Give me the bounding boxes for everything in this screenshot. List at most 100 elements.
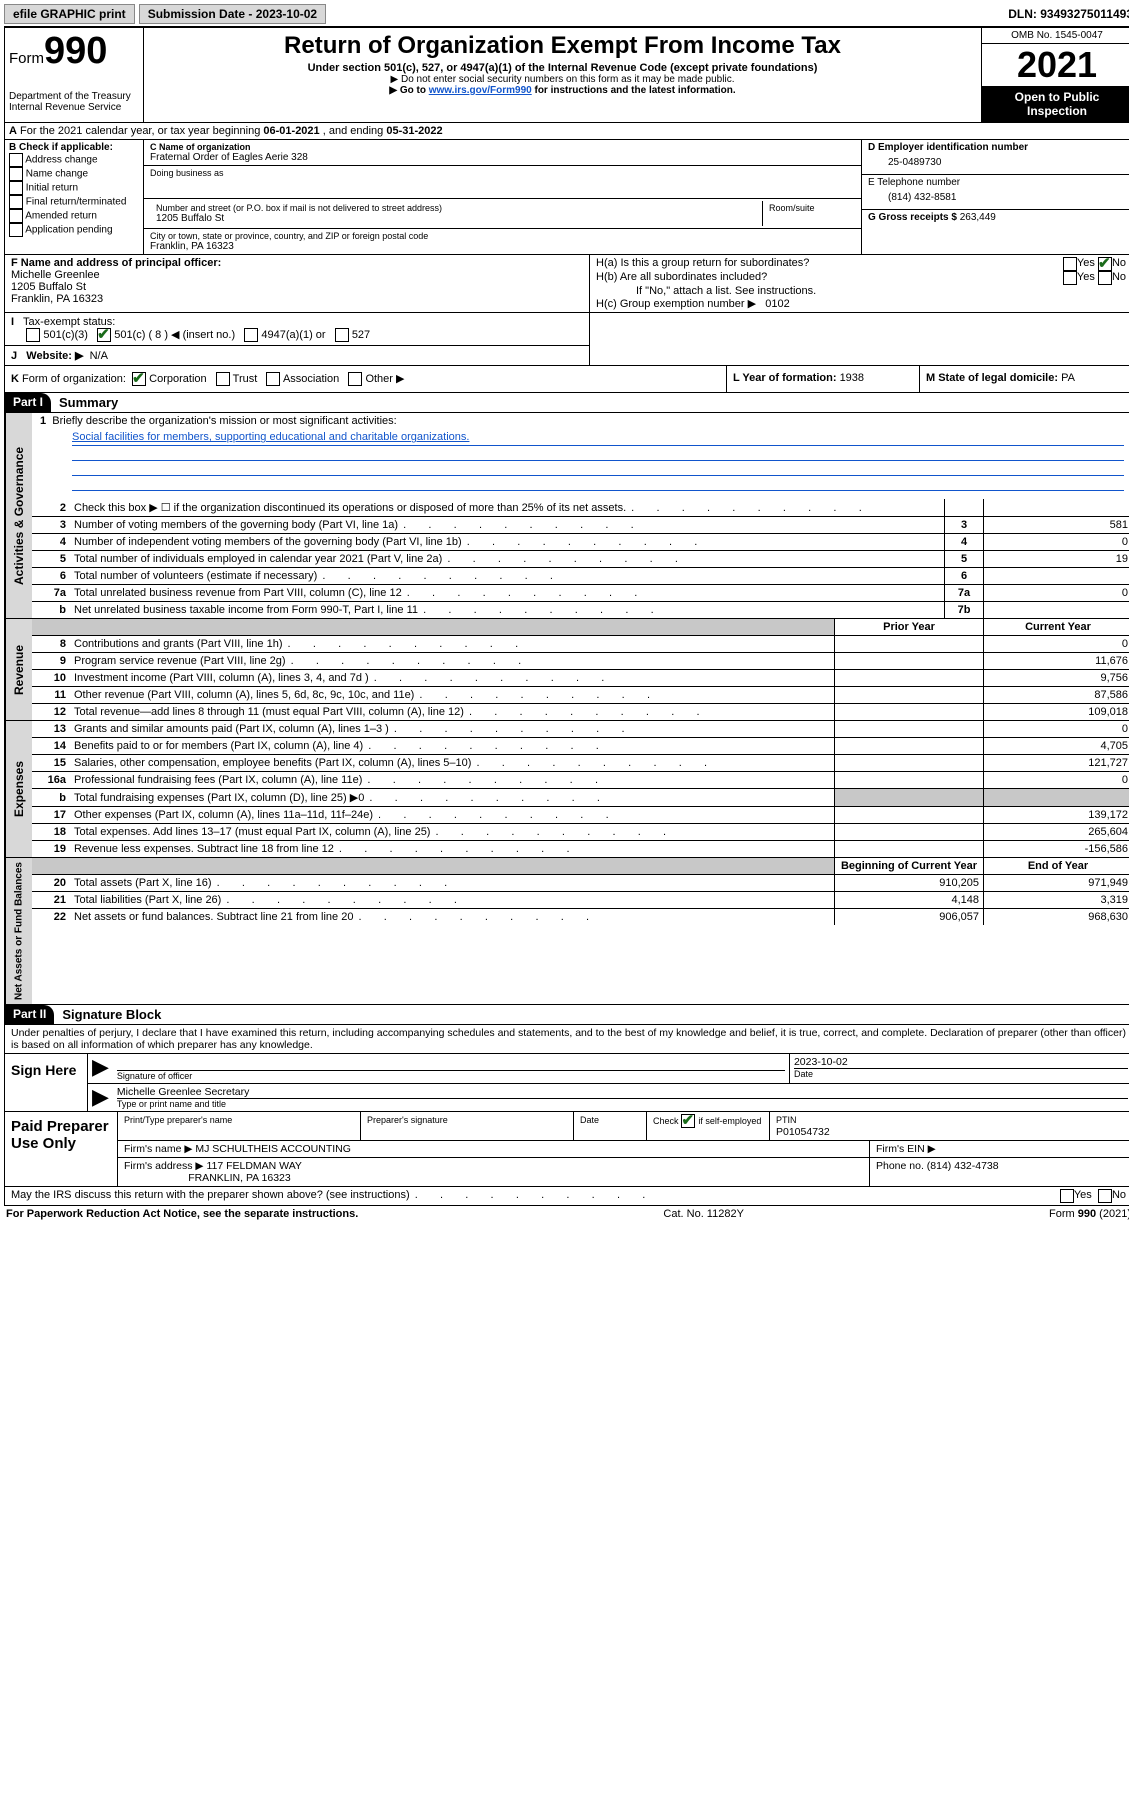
cb-ha-no[interactable] [1098, 257, 1112, 271]
d-phone-label: E Telephone number [868, 177, 1126, 188]
rev-lines-table: Prior YearCurrent Year8Contributions and… [32, 619, 1129, 720]
footer-pra: For Paperwork Reduction Act Notice, see … [6, 1208, 358, 1220]
section-expenses: Expenses 13Grants and similar amounts pa… [4, 721, 1129, 858]
block-k: K Form of organization: Corporation Trus… [4, 366, 1129, 393]
cb-name-change[interactable] [9, 167, 23, 181]
table-row: 17Other expenses (Part IX, column (A), l… [32, 807, 1129, 824]
table-row: 15Salaries, other compensation, employee… [32, 755, 1129, 772]
opt-application-pending: Application pending [25, 225, 112, 236]
cb-final-return[interactable] [9, 195, 23, 209]
submission-date-value: 2023-10-02 [256, 7, 317, 21]
section-governance: Activities & Governance 1 Briefly descri… [4, 413, 1129, 619]
sign-here-label: Sign Here [5, 1054, 88, 1111]
dept-treasury: Department of the Treasury [9, 91, 139, 102]
table-row: 12Total revenue—add lines 8 through 11 (… [32, 704, 1129, 721]
paid-h1: Print/Type preparer's name [124, 1115, 232, 1125]
block-fh: F Name and address of principal officer:… [4, 255, 1129, 313]
table-row: 18Total expenses. Add lines 13–17 (must … [32, 824, 1129, 841]
f-name: Michelle Greenlee [11, 269, 583, 281]
cb-hb-yes[interactable] [1063, 271, 1077, 285]
sig-date-caption: Date [794, 1068, 1128, 1079]
goto-prefix: ▶ Go to [389, 85, 428, 96]
firm-addr2: FRANKLIN, PA 16323 [188, 1172, 291, 1184]
form-header: Form990 Department of the Treasury Inter… [4, 27, 1129, 123]
table-row: 10Investment income (Part VIII, column (… [32, 670, 1129, 687]
ha-label: H(a) Is this a group return for subordin… [596, 257, 1063, 271]
row-j-text: Website: ▶ [26, 350, 83, 362]
section-revenue: Revenue Prior YearCurrent Year8Contribut… [4, 619, 1129, 721]
form-prefix: Form [9, 50, 44, 67]
table-row: 20Total assets (Part X, line 16)910,2059… [32, 875, 1129, 892]
c-addr: 1205 Buffalo St [156, 213, 756, 224]
f-addr2: Franklin, PA 16323 [11, 293, 583, 305]
d-ein-label: D Employer identification number [868, 142, 1126, 153]
cb-corp[interactable] [132, 372, 146, 386]
footer-cat: Cat. No. 11282Y [663, 1208, 744, 1220]
block-bcd: B Check if applicable: Address change Na… [4, 140, 1129, 255]
cb-527[interactable] [335, 328, 349, 342]
cb-initial-return[interactable] [9, 181, 23, 195]
firm-name-label: Firm's name ▶ [124, 1143, 192, 1155]
cb-501c3[interactable] [26, 328, 40, 342]
na-lines-table: Beginning of Current YearEnd of Year20To… [32, 858, 1129, 925]
mission-text-block: Social facilities for members, supportin… [32, 429, 1129, 499]
d-ein: 25-0489730 [868, 153, 1126, 172]
vtab-expenses: Expenses [5, 721, 32, 857]
cb-trust[interactable] [216, 372, 230, 386]
footer-form: 990 [1078, 1208, 1096, 1220]
d-gross: 263,449 [960, 212, 996, 223]
paid-h2: Preparer's signature [367, 1115, 448, 1125]
cb-discuss-yes[interactable] [1060, 1189, 1074, 1203]
tax-year: 2021 [982, 44, 1129, 86]
cb-address-change[interactable] [9, 153, 23, 167]
efile-print-button[interactable]: efile GRAPHIC print [4, 4, 135, 24]
cb-4947[interactable] [244, 328, 258, 342]
firm-name: MJ SCHULTHEIS ACCOUNTING [195, 1143, 351, 1155]
col-h: H(a) Is this a group return for subordin… [590, 255, 1129, 312]
table-row: 19Revenue less expenses. Subtract line 1… [32, 841, 1129, 858]
cb-application-pending[interactable] [9, 223, 23, 237]
c-name: Fraternal Order of Eagles Aerie 328 [150, 152, 855, 163]
cb-discuss-no[interactable] [1098, 1189, 1112, 1203]
gov-lines-table: 2Check this box ▶ ☐ if the organization … [32, 499, 1129, 618]
form-title: Return of Organization Exempt From Incom… [150, 32, 975, 60]
signature-block: Under penalties of perjury, I declare th… [4, 1025, 1129, 1112]
row-l-val: 1938 [840, 372, 864, 384]
table-row: 9Program service revenue (Part VIII, lin… [32, 653, 1129, 670]
row-a-begin: 06-01-2021 [263, 125, 319, 137]
opt-address-change: Address change [25, 155, 97, 166]
mission-label: Briefly describe the organization's miss… [52, 415, 396, 427]
cb-amended-return[interactable] [9, 209, 23, 223]
gov-line: 7aTotal unrelated business revenue from … [32, 585, 1129, 602]
exp-lines-table: 13Grants and similar amounts paid (Part … [32, 721, 1129, 857]
omb-number: OMB No. 1545-0047 [982, 28, 1129, 44]
row-a-text1: For the 2021 calendar year, or tax year … [20, 125, 263, 137]
paid-h3: Date [580, 1115, 599, 1125]
sig-officer-caption: Signature of officer [117, 1070, 785, 1081]
hb-label: H(b) Are all subordinates included? [596, 271, 1063, 285]
firm-addr-label: Firm's address ▶ [124, 1160, 204, 1172]
sig-typename-caption: Type or print name and title [117, 1098, 1128, 1109]
irs-link[interactable]: www.irs.gov/Form990 [429, 85, 532, 96]
table-row: 21Total liabilities (Part X, line 26)4,1… [32, 892, 1129, 909]
cb-hb-no[interactable] [1098, 271, 1112, 285]
cb-assoc[interactable] [266, 372, 280, 386]
opt-other: Other ▶ [365, 373, 404, 385]
form-subtitle-2: ▶ Do not enter social security numbers o… [150, 74, 975, 85]
opt-initial-return: Initial return [26, 183, 78, 194]
goto-suffix: for instructions and the latest informat… [532, 85, 736, 96]
cb-501c[interactable] [97, 328, 111, 342]
firm-addr1: 117 FELDMAN WAY [206, 1160, 302, 1172]
section-netassets: Net Assets or Fund Balances Beginning of… [4, 858, 1129, 1005]
cb-other[interactable] [348, 372, 362, 386]
col-c: C Name of organization Fraternal Order o… [144, 140, 861, 254]
cb-ha-yes[interactable] [1063, 257, 1077, 271]
table-row: 16aProfessional fundraising fees (Part I… [32, 772, 1129, 789]
paid-h5: PTIN [776, 1115, 797, 1125]
cb-self-employed[interactable] [681, 1114, 695, 1128]
table-row: bTotal fundraising expenses (Part IX, co… [32, 789, 1129, 807]
col-d: D Employer identification number 25-0489… [861, 140, 1129, 254]
col-ij-left: I Tax-exempt status: 501(c)(3) 501(c) ( … [5, 313, 590, 365]
dln-label: DLN: [1008, 7, 1040, 21]
row-a-text2: , and ending [320, 125, 387, 137]
